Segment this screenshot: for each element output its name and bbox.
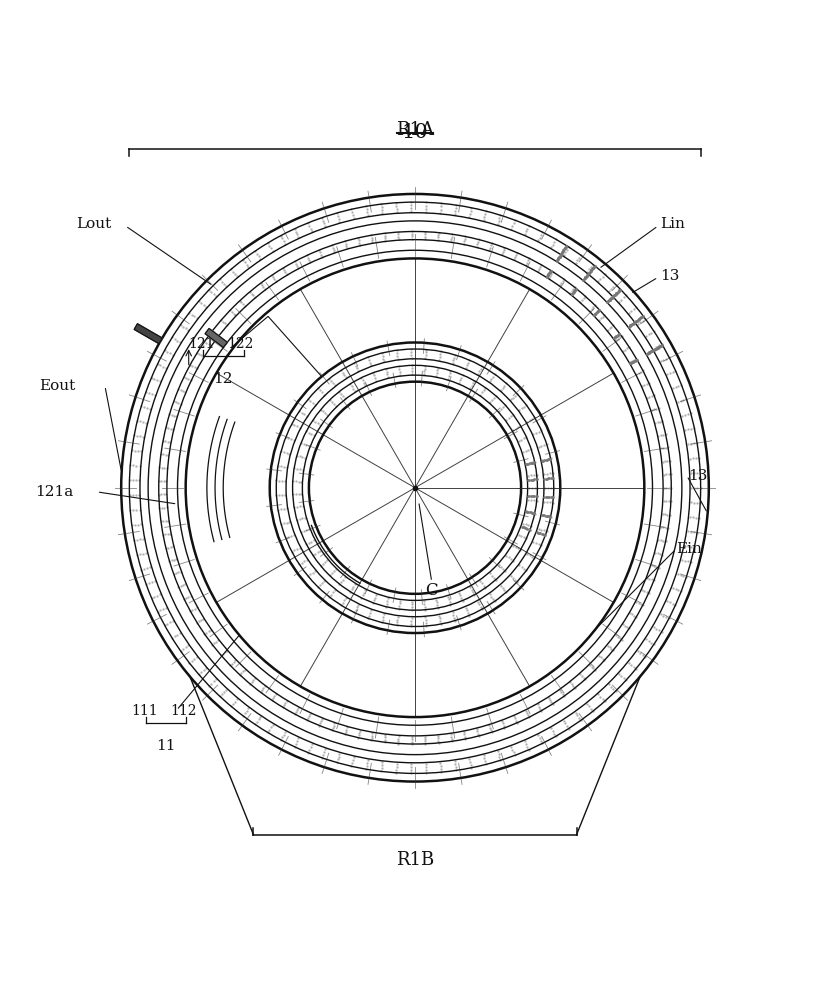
Text: 121a: 121a (36, 485, 74, 499)
Text: Lout: Lout (76, 217, 111, 231)
Text: R1B: R1B (396, 851, 434, 869)
Text: 13: 13 (688, 469, 708, 483)
Text: 112: 112 (170, 704, 197, 718)
Polygon shape (134, 324, 162, 344)
Text: C: C (425, 582, 437, 599)
Text: 121: 121 (188, 337, 215, 351)
Text: Ein: Ein (676, 542, 702, 556)
Polygon shape (205, 328, 227, 347)
Text: Eout: Eout (40, 379, 76, 393)
Text: 11: 11 (156, 739, 176, 753)
Text: R1A: R1A (396, 121, 434, 139)
Text: 122: 122 (227, 337, 254, 351)
Text: 111: 111 (131, 704, 158, 718)
Text: 13: 13 (660, 269, 679, 283)
Text: 12: 12 (213, 372, 233, 386)
Text: Lin: Lin (660, 217, 685, 231)
Text: 10: 10 (402, 123, 428, 142)
